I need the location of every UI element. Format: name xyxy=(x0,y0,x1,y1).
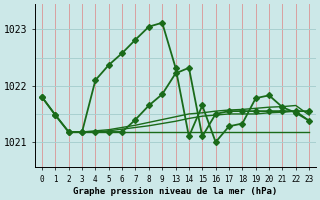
X-axis label: Graphe pression niveau de la mer (hPa): Graphe pression niveau de la mer (hPa) xyxy=(74,187,278,196)
